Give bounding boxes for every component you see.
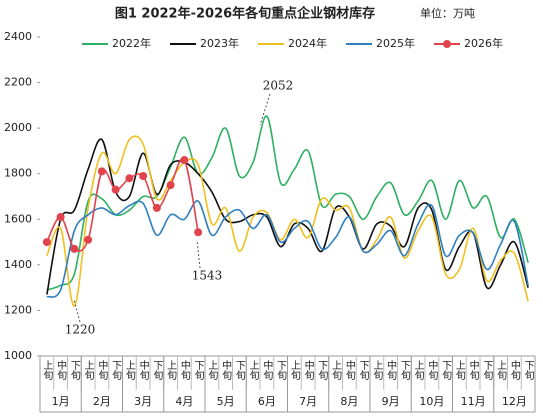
annotation: 1220	[65, 323, 96, 337]
annotation: 1543	[192, 269, 223, 283]
point-marker	[125, 174, 134, 183]
x-tick-label: 中旬	[261, 359, 273, 381]
unit-label: 单位：万吨	[420, 6, 475, 20]
series-line	[46, 200, 529, 298]
month-label: 3月	[134, 395, 152, 408]
y-tick-label: 1400	[4, 258, 32, 271]
month-label: 8月	[340, 395, 358, 408]
point-marker	[111, 185, 120, 194]
annotation: 2052	[263, 79, 294, 93]
x-tick-label: 上旬	[247, 360, 259, 381]
y-tick-label: 2200	[4, 76, 32, 89]
point-marker	[97, 167, 106, 176]
point-marker	[139, 171, 148, 180]
x-tick-label: 下旬	[192, 360, 204, 381]
annotation-leader	[259, 93, 271, 126]
x-tick-label: 中旬	[385, 359, 397, 381]
month-label: 9月	[382, 395, 400, 408]
point-marker	[152, 203, 161, 212]
y-tick-label: 1800	[4, 167, 32, 180]
x-tick-label: 上旬	[123, 360, 135, 381]
point-marker	[56, 213, 65, 222]
chart-title: 图1 2022年-2026年各旬重点企业钢材库存	[115, 6, 375, 22]
x-tick-label: 下旬	[68, 360, 80, 381]
x-tick-label: 中旬	[426, 359, 438, 381]
point-marker	[84, 235, 93, 244]
point-marker	[180, 156, 189, 165]
x-tick-label: 下旬	[522, 360, 534, 381]
x-tick-label: 下旬	[357, 360, 369, 381]
x-tick-label: 下旬	[233, 360, 245, 381]
legend-marker	[443, 40, 451, 48]
month-label: 4月	[175, 395, 193, 408]
point-marker	[42, 238, 51, 247]
month-label: 7月	[299, 395, 317, 408]
x-tick-label: 下旬	[151, 360, 163, 381]
month-label: 6月	[258, 395, 276, 408]
legend-label: 2022年	[112, 36, 151, 50]
x-tick-label: 中旬	[96, 359, 108, 381]
month-label: 2月	[93, 395, 111, 408]
x-tick-label: 上旬	[495, 360, 507, 381]
x-tick-label: 中旬	[178, 359, 190, 381]
x-tick-label: 中旬	[302, 359, 314, 381]
series-line	[46, 138, 529, 295]
x-tick-label: 上旬	[453, 360, 465, 381]
x-tick-label: 下旬	[481, 360, 493, 381]
x-tick-label: 上旬	[412, 360, 424, 381]
x-tick-label: 下旬	[398, 360, 410, 381]
legend-label: 2025年	[376, 36, 415, 50]
x-tick-label: 上旬	[165, 360, 177, 381]
series-line	[46, 115, 529, 291]
y-tick-label: 2400	[4, 30, 32, 43]
x-tick-label: 中旬	[55, 359, 67, 381]
y-tick-label: 2000	[4, 121, 32, 134]
x-tick-label: 下旬	[110, 360, 122, 381]
x-tick-label: 中旬	[508, 359, 520, 381]
x-tick-label: 上旬	[330, 360, 342, 381]
x-tick-label: 上旬	[82, 360, 94, 381]
month-label: 1月	[52, 395, 70, 408]
x-tick-label: 下旬	[316, 360, 328, 381]
x-tick-label: 中旬	[137, 359, 149, 381]
y-tick-label: 1200	[4, 303, 32, 316]
x-tick-label: 下旬	[440, 360, 452, 381]
series-line	[46, 157, 199, 252]
x-tick-label: 上旬	[206, 360, 218, 381]
x-tick-label: 中旬	[467, 359, 479, 381]
y-tick-label: 1600	[4, 212, 32, 225]
annotation-leader	[196, 239, 201, 269]
x-tick-label: 下旬	[275, 360, 287, 381]
legend-label: 2023年	[200, 36, 239, 50]
series-line	[46, 135, 529, 307]
legend-label: 2024年	[288, 36, 327, 50]
x-tick-label: 上旬	[371, 360, 383, 381]
month-label: 10月	[419, 395, 444, 408]
x-tick-label: 中旬	[220, 359, 232, 381]
x-tick-label: 上旬	[41, 360, 53, 381]
month-label: 11月	[461, 395, 486, 408]
month-label: 5月	[217, 395, 235, 408]
month-label: 12月	[502, 395, 527, 408]
point-marker	[166, 181, 175, 190]
legend-label: 2026年	[464, 36, 503, 50]
y-tick-label: 1000	[4, 349, 32, 362]
x-tick-label: 上旬	[288, 360, 300, 381]
point-marker	[194, 228, 203, 237]
x-tick-label: 中旬	[343, 359, 355, 381]
point-marker	[70, 244, 79, 253]
